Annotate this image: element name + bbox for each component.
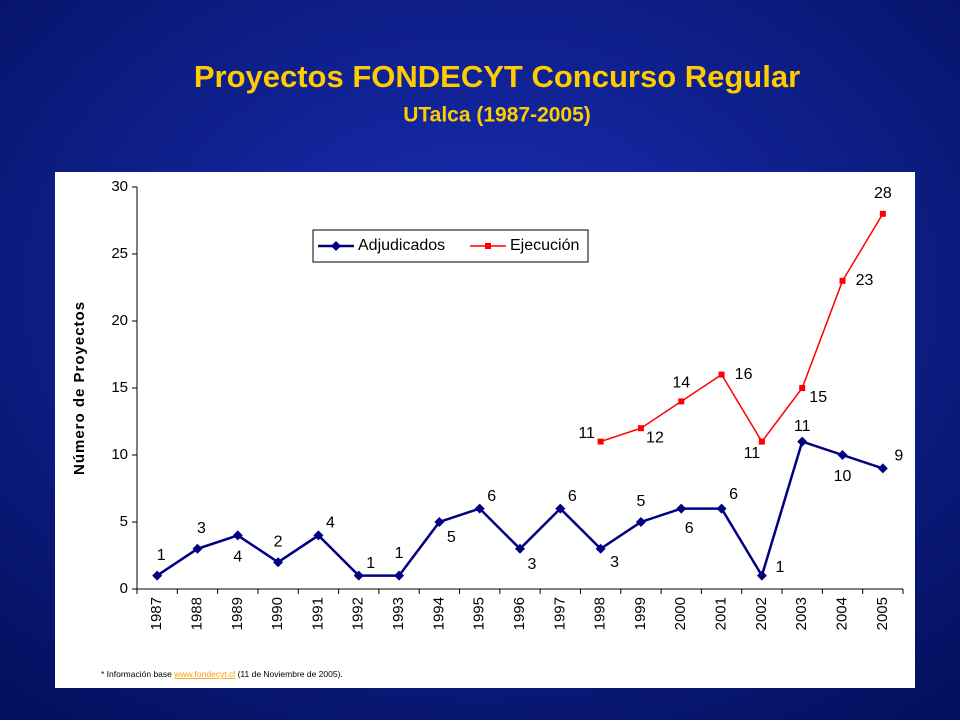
point [716, 503, 727, 514]
point [152, 570, 163, 581]
y-tick-label: 20 [111, 312, 128, 329]
data-label: 4 [326, 515, 335, 532]
y-axis-label: Número de Proyectos [71, 301, 88, 475]
data-label: 11 [794, 418, 811, 435]
data-label: 5 [636, 493, 645, 510]
y-tick-label: 30 [111, 178, 128, 195]
point [837, 450, 848, 460]
point [676, 503, 687, 514]
data-label: 6 [568, 488, 577, 505]
slide-title: Proyectos FONDECYT Concurso Regular [194, 59, 800, 94]
data-label: 6 [729, 486, 738, 503]
point [555, 503, 566, 514]
legend-label: Adjudicados [358, 237, 445, 254]
point [273, 557, 284, 568]
data-label: 15 [809, 389, 827, 406]
data-label: 5 [447, 529, 456, 546]
data-label: 2 [274, 533, 283, 550]
data-label: 6 [487, 488, 496, 505]
data-label: 1 [366, 555, 375, 572]
point [877, 463, 888, 474]
point [758, 438, 765, 445]
point [635, 517, 646, 527]
data-label: 4 [233, 549, 242, 566]
x-tick-label: 2001 [713, 597, 730, 630]
point [353, 570, 364, 581]
data-label: 3 [528, 556, 537, 573]
x-tick-label: 1992 [350, 597, 367, 630]
legend: Adjudicados Ejecución [312, 229, 589, 263]
point [434, 517, 445, 527]
data-label: 28 [874, 185, 892, 202]
point [597, 438, 604, 445]
point [313, 530, 324, 541]
point [192, 543, 203, 554]
footnote-suffix: (11 de Noviembre de 2005). [238, 669, 343, 679]
data-label: 6 [685, 520, 694, 537]
x-tick-label: 1999 [632, 597, 649, 630]
y-tick-label: 10 [111, 446, 128, 463]
data-label: 3 [197, 520, 206, 537]
footnote: * Información base www.fondecyt.cl (11 d… [101, 669, 343, 679]
data-label: 11 [578, 425, 595, 442]
point [595, 543, 606, 554]
data-label: 23 [856, 272, 874, 289]
legend-marker [485, 243, 491, 249]
x-tick-label: 1998 [592, 597, 609, 630]
data-label: 12 [646, 429, 664, 446]
point [232, 530, 243, 541]
data-label: 3 [610, 554, 619, 571]
legend-label: Ejecución [510, 237, 579, 254]
point [515, 543, 525, 554]
data-label: 11 [744, 445, 761, 462]
x-tick-label: 2004 [833, 597, 850, 630]
x-tick-label: 2003 [793, 597, 810, 630]
x-tick-label: 1995 [471, 597, 488, 630]
x-tick-label: 1996 [511, 597, 528, 630]
legend-box [312, 229, 589, 263]
y-tick-label: 5 [120, 513, 128, 530]
x-tick-label: 1989 [229, 597, 246, 630]
x-tick-label: 1988 [188, 597, 205, 630]
point [394, 570, 405, 581]
x-tick-label: 2002 [753, 597, 770, 630]
y-tick-label: 0 [120, 580, 128, 597]
point [637, 425, 644, 432]
x-tick-label: 2000 [672, 597, 689, 630]
data-label: 10 [834, 468, 852, 485]
data-label: 1 [775, 559, 784, 576]
data-label: 9 [894, 448, 903, 465]
point [718, 371, 725, 378]
x-tick-label: 1987 [148, 597, 165, 630]
point [474, 503, 485, 514]
x-tick-label: 1990 [269, 597, 286, 630]
x-tick-label: 1993 [390, 597, 407, 630]
x-tick-label: 1994 [430, 597, 447, 630]
footnote-prefix: * Información base [101, 669, 172, 679]
footnote-link[interactable]: www.fondecyt.cl [173, 669, 235, 679]
point [756, 570, 767, 581]
point [799, 385, 806, 391]
point [879, 210, 886, 217]
point [839, 277, 846, 284]
y-tick-label: 25 [111, 245, 128, 262]
data-label: 1 [157, 547, 166, 564]
point [678, 398, 685, 405]
data-label: 1 [395, 545, 404, 562]
legend-marker [331, 241, 341, 251]
y-tick-label: 15 [111, 379, 128, 396]
x-tick-label: 1997 [551, 597, 568, 630]
series-line [600, 213, 884, 443]
x-tick-label: 1991 [309, 597, 326, 630]
slide-subtitle: UTalca (1987-2005) [403, 104, 591, 127]
x-tick-label: 2005 [874, 597, 891, 630]
data-label: 14 [672, 375, 690, 392]
data-label: 16 [735, 366, 753, 383]
point [797, 436, 808, 447]
